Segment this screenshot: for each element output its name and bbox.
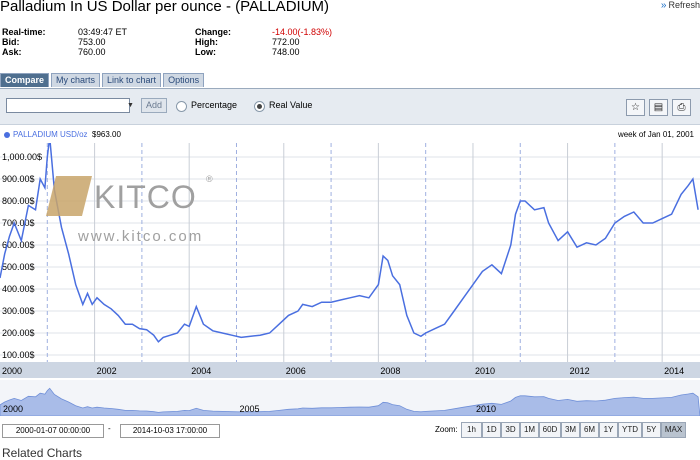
zoom-button-5y[interactable]: 5Y (642, 422, 661, 438)
related-charts-heading: Related Charts (2, 446, 83, 460)
x-axis-band (0, 362, 700, 378)
high-value: 772.00 (272, 37, 300, 47)
star-icon[interactable]: ☆ (626, 99, 645, 116)
y-tick-label: 400.00$ (2, 284, 35, 294)
range-separator: - (108, 424, 111, 433)
zoom-button-1m[interactable]: 1M (520, 422, 539, 438)
x-tick-label: 2010 (475, 366, 495, 376)
zoom-button-3d[interactable]: 3D (501, 422, 520, 438)
tab-my-charts[interactable]: My charts (51, 73, 101, 87)
refresh-link[interactable]: » Refresh (661, 0, 700, 11)
series-legend-name: PALLADIUM USD/oz (13, 130, 88, 139)
x-tick-label: 2006 (286, 366, 306, 376)
refresh-label: Refresh (668, 0, 700, 10)
realtime-label: Real-time: (2, 27, 46, 37)
zoom-button-max[interactable]: MAX (661, 422, 686, 438)
navigator-year-label: 2000 (3, 404, 23, 414)
tab-compare[interactable]: Compare (0, 73, 50, 87)
week-of-label: week of Jan 01, 2001 (617, 130, 694, 139)
bid-label: Bid: (2, 37, 20, 47)
y-tick-label: 200.00$ (2, 328, 35, 338)
y-tick-label: 900.00$ (2, 174, 35, 184)
y-tick-label: 700.00$ (2, 218, 35, 228)
navigator-year-label: 2010 (476, 404, 496, 414)
zoom-button-1h[interactable]: 1h (461, 422, 482, 438)
y-tick-label: 600.00$ (2, 240, 35, 250)
navigator-year-label: 2005 (239, 404, 259, 414)
real-value-label: Real Value (269, 100, 313, 110)
x-tick-label: 2008 (380, 366, 400, 376)
zoom-label: Zoom: (435, 425, 458, 434)
range-from-input[interactable]: 2000-01-07 00:00:00 (2, 424, 104, 438)
tab-options[interactable]: Options (163, 73, 205, 87)
x-tick-label: 2014 (664, 366, 684, 376)
kitco-url: www.kitco.com (77, 228, 203, 245)
y-tick-label: 300.00$ (2, 306, 35, 316)
x-tick-label: 2002 (97, 366, 117, 376)
y-tick-label: 500.00$ (2, 262, 35, 272)
y-tick-label: 100.00$ (2, 350, 35, 360)
chart-tabs: Compare My charts Link to chart Options (0, 73, 205, 87)
x-tick-label: 2000 (2, 366, 22, 376)
ask-value: 760.00 (78, 47, 106, 57)
series-legend-dot (4, 132, 10, 138)
svg-text:®: ® (206, 174, 213, 184)
kitco-brand: KITCO (94, 179, 197, 215)
navigator-chart[interactable]: 2000 2005 2010 (0, 380, 700, 416)
navigator-area (0, 387, 700, 416)
ask-label: Ask: (2, 47, 22, 57)
bid-value: 753.00 (78, 37, 106, 47)
real-value-radio[interactable] (254, 101, 265, 112)
price-chart[interactable]: 100.00$ 200.00$ 300.00$ 400.00$ 500.00$ 600.0… (0, 143, 700, 378)
range-to-input[interactable]: 2014-10-03 17:00:00 (120, 424, 220, 438)
series-line (0, 143, 699, 343)
realtime-value: 03:49:47 ET (78, 27, 128, 37)
low-label: Low: (195, 47, 216, 57)
symbol-input[interactable] (6, 98, 130, 113)
percentage-label: Percentage (191, 100, 238, 110)
zoom-button-60d[interactable]: 60D (539, 422, 561, 438)
zoom-button-ytd[interactable]: YTD (618, 422, 642, 438)
tab-link-to-chart[interactable]: Link to chart (102, 73, 162, 87)
y-tick-label: 1,000.00$ (2, 152, 42, 162)
y-tick-label: 800.00$ (2, 196, 35, 206)
percentage-radio[interactable] (176, 101, 187, 112)
save-icon[interactable]: ▤ (649, 99, 668, 116)
series-legend-value: $963.00 (92, 130, 121, 139)
page-title: Palladium In US Dollar per ounce - (PALL… (0, 0, 330, 15)
change-value: -14.00(-1.83%) (272, 27, 333, 37)
zoom-button-1d[interactable]: 1D (482, 422, 501, 438)
x-tick-label: 2004 (191, 366, 211, 376)
refresh-arrow-icon: » (660, 0, 667, 11)
kitco-logo: KITCO ® www.kitco.com (46, 174, 213, 245)
kitco-logo-emblem (46, 176, 92, 216)
low-value: 748.00 (272, 47, 300, 57)
zoom-button-6m[interactable]: 6M (580, 422, 599, 438)
x-tick-label: 2012 (570, 366, 590, 376)
print-icon[interactable]: ⎙ (672, 99, 691, 116)
high-label: High: (195, 37, 218, 47)
zoom-button-3m[interactable]: 3M (561, 422, 580, 438)
zoom-button-1y[interactable]: 1Y (599, 422, 618, 438)
change-label: Change: (195, 27, 231, 37)
chevron-down-icon[interactable]: ▼ (127, 102, 134, 109)
add-button[interactable]: Add (141, 98, 167, 113)
